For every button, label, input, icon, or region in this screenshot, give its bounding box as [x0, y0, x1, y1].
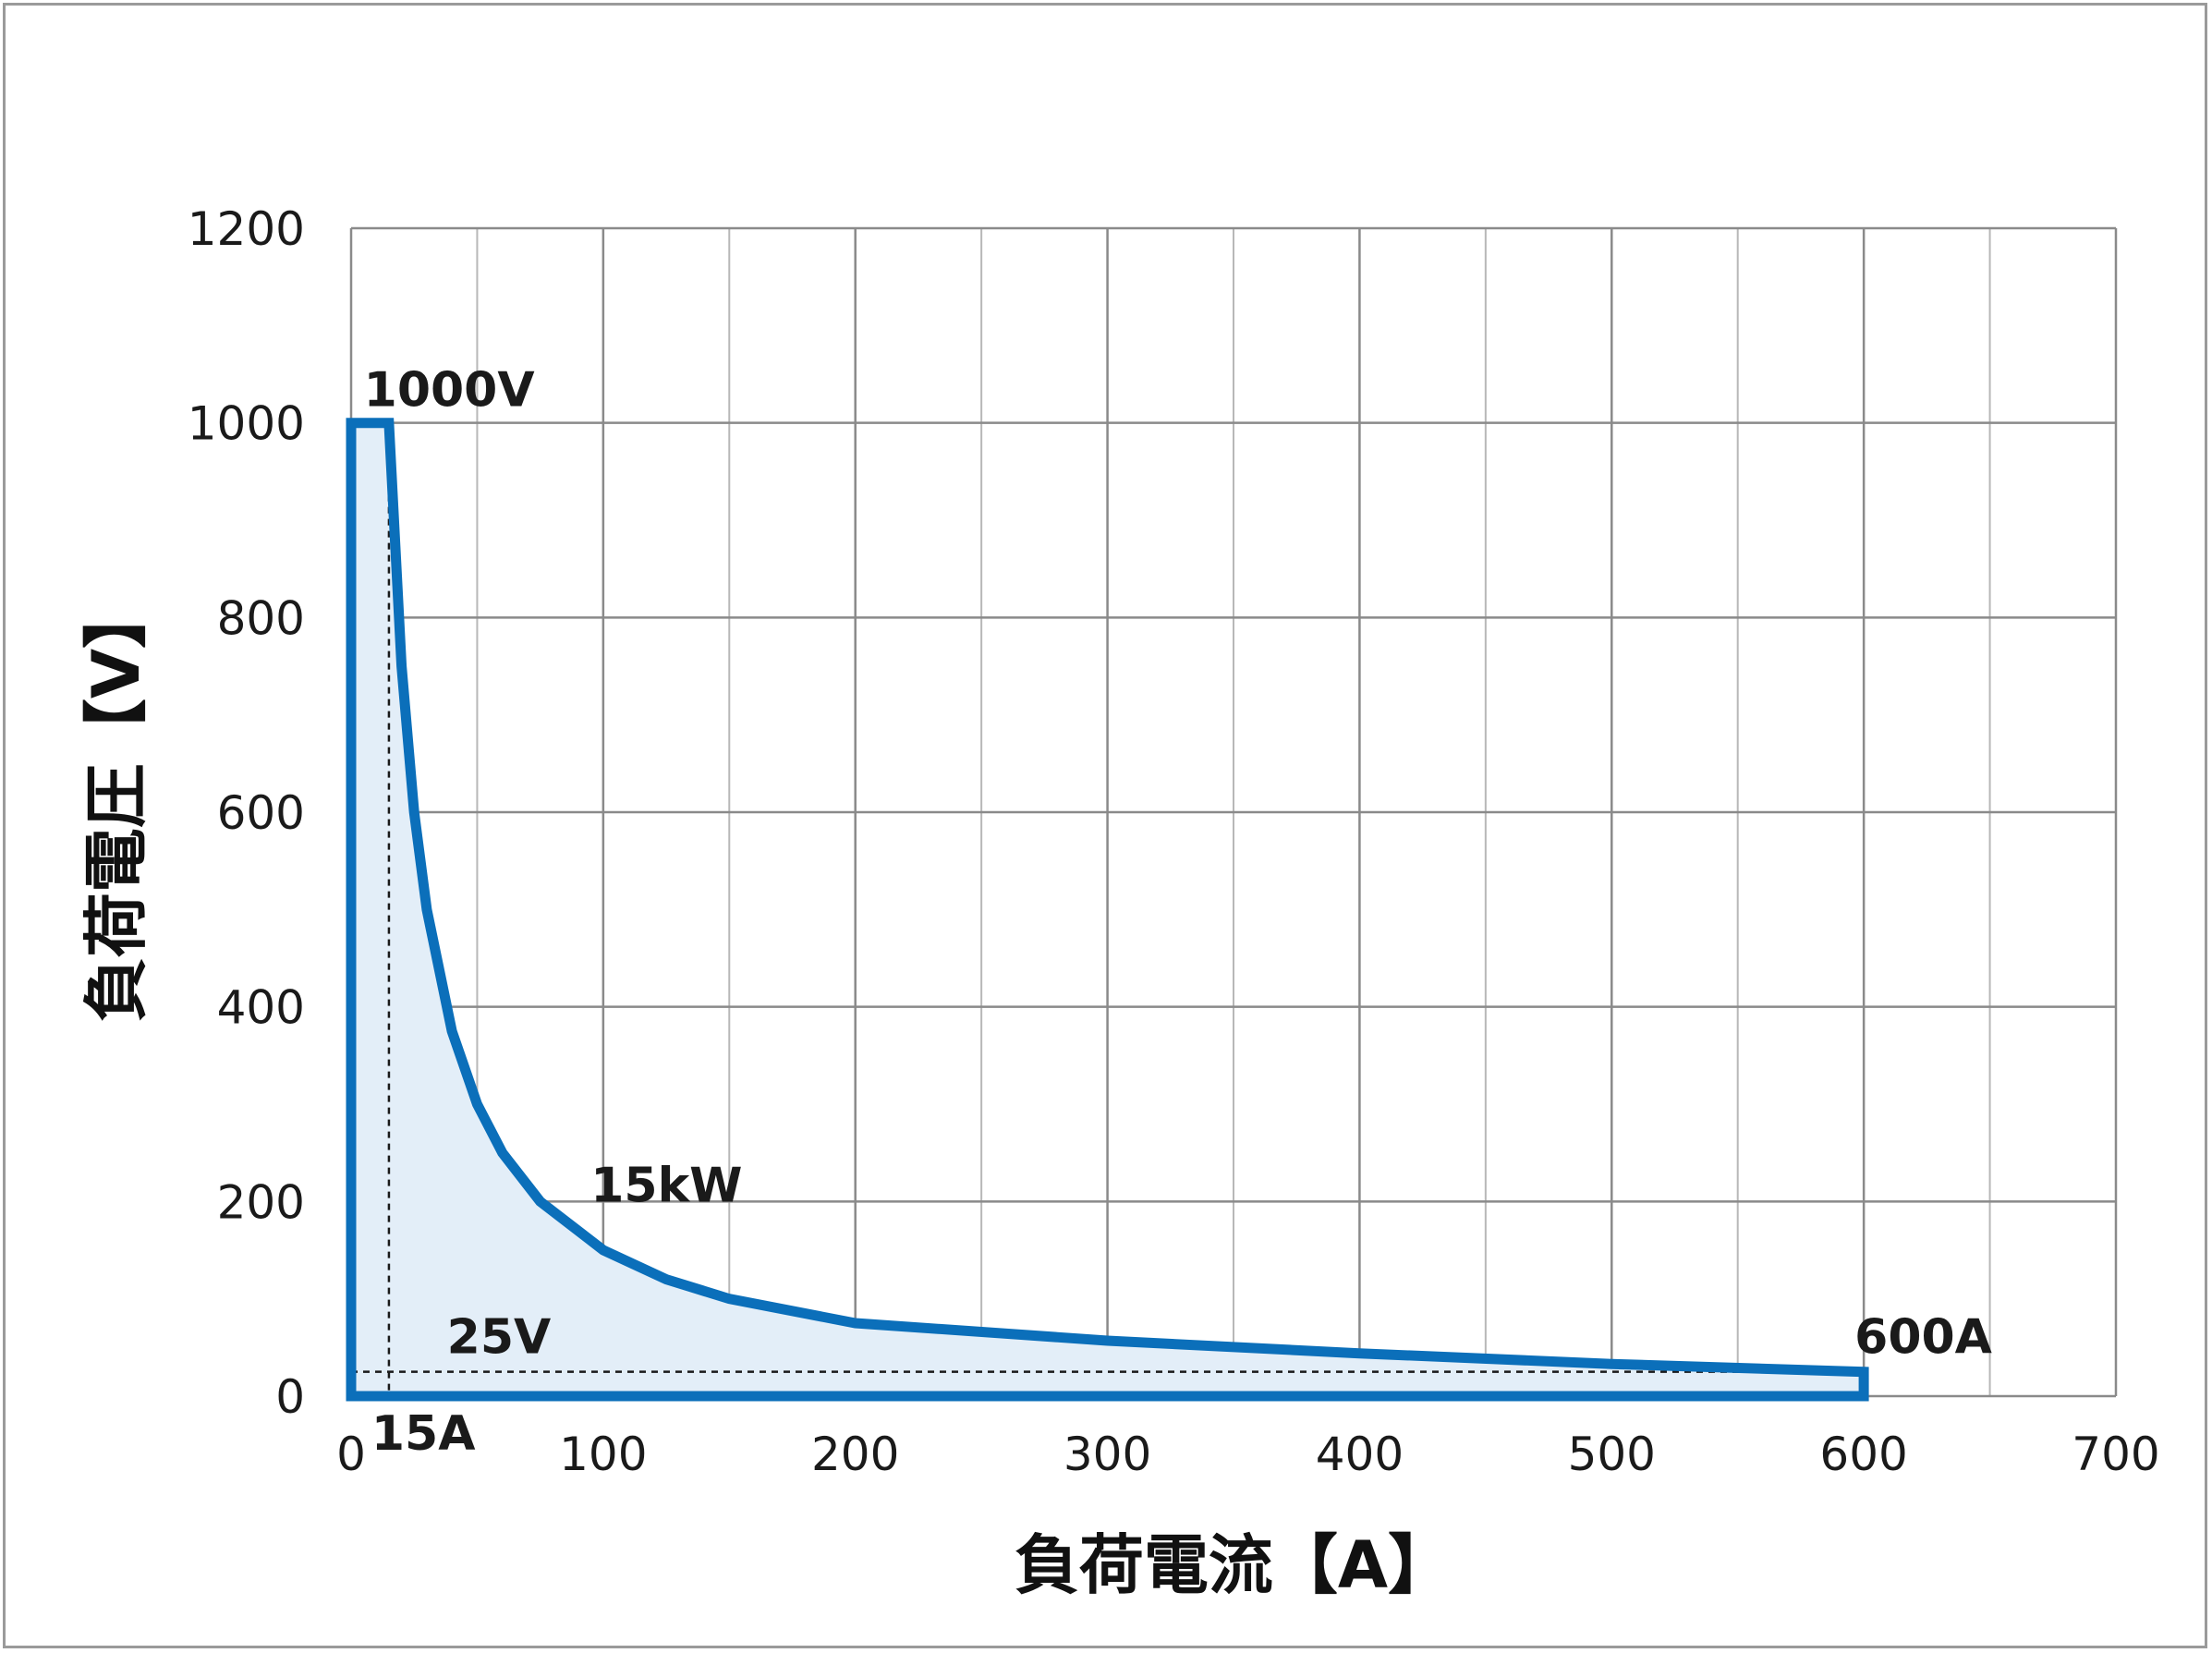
reference-lines — [351, 422, 1865, 1396]
y-tick-label-6: 1200 — [188, 202, 305, 256]
tick-labels: 0 100 200 300 400 500 600 700 0 200 400 600 800 1000 1… — [188, 202, 2160, 1481]
y-tick-label-0: 0 — [275, 1370, 305, 1424]
chart-frame: 0 100 200 300 400 500 600 700 0 200 400 600 800 1000 1… — [3, 3, 2207, 1648]
annotation-1: 15kW — [590, 1158, 742, 1213]
x-tick-label-6: 600 — [1819, 1428, 1907, 1481]
annotation-4: 600A — [1854, 1310, 1992, 1366]
y-tick-label-1: 200 — [217, 1175, 305, 1229]
y-tick-label-2: 400 — [217, 981, 305, 1035]
y-axis-title: 負荷電圧【V】 — [79, 584, 154, 1022]
annotation-2: 25V — [447, 1310, 552, 1366]
y-tick-label-3: 600 — [217, 786, 305, 840]
annotations: 1000V 15kW 25V 15A 600A — [364, 363, 1992, 1462]
y-tick-label-5: 1000 — [188, 397, 305, 451]
x-tick-label-5: 500 — [1568, 1428, 1656, 1481]
operating-area — [351, 422, 1865, 1397]
series-lines — [346, 418, 1869, 1402]
x-tick-label-4: 400 — [1316, 1428, 1404, 1481]
grid-major — [349, 226, 2118, 1398]
x-tick-label-7: 700 — [2072, 1428, 2159, 1481]
load-characteristic-chart: 0 100 200 300 400 500 600 700 0 200 400 600 800 1000 1… — [79, 202, 2160, 1603]
area-fill-0 — [351, 422, 1865, 1397]
annotation-0: 1000V — [364, 363, 535, 419]
annotation-3: 15A — [371, 1406, 476, 1462]
series-line-0 — [346, 418, 1869, 1402]
x-tick-label-0: 0 — [336, 1428, 366, 1481]
x-tick-label-3: 300 — [1063, 1428, 1151, 1481]
y-tick-label-4: 800 — [217, 591, 305, 645]
x-axis-title: 負荷電流【A】 — [1015, 1527, 1452, 1603]
x-tick-label-1: 100 — [559, 1428, 647, 1481]
x-tick-label-2: 200 — [811, 1428, 899, 1481]
